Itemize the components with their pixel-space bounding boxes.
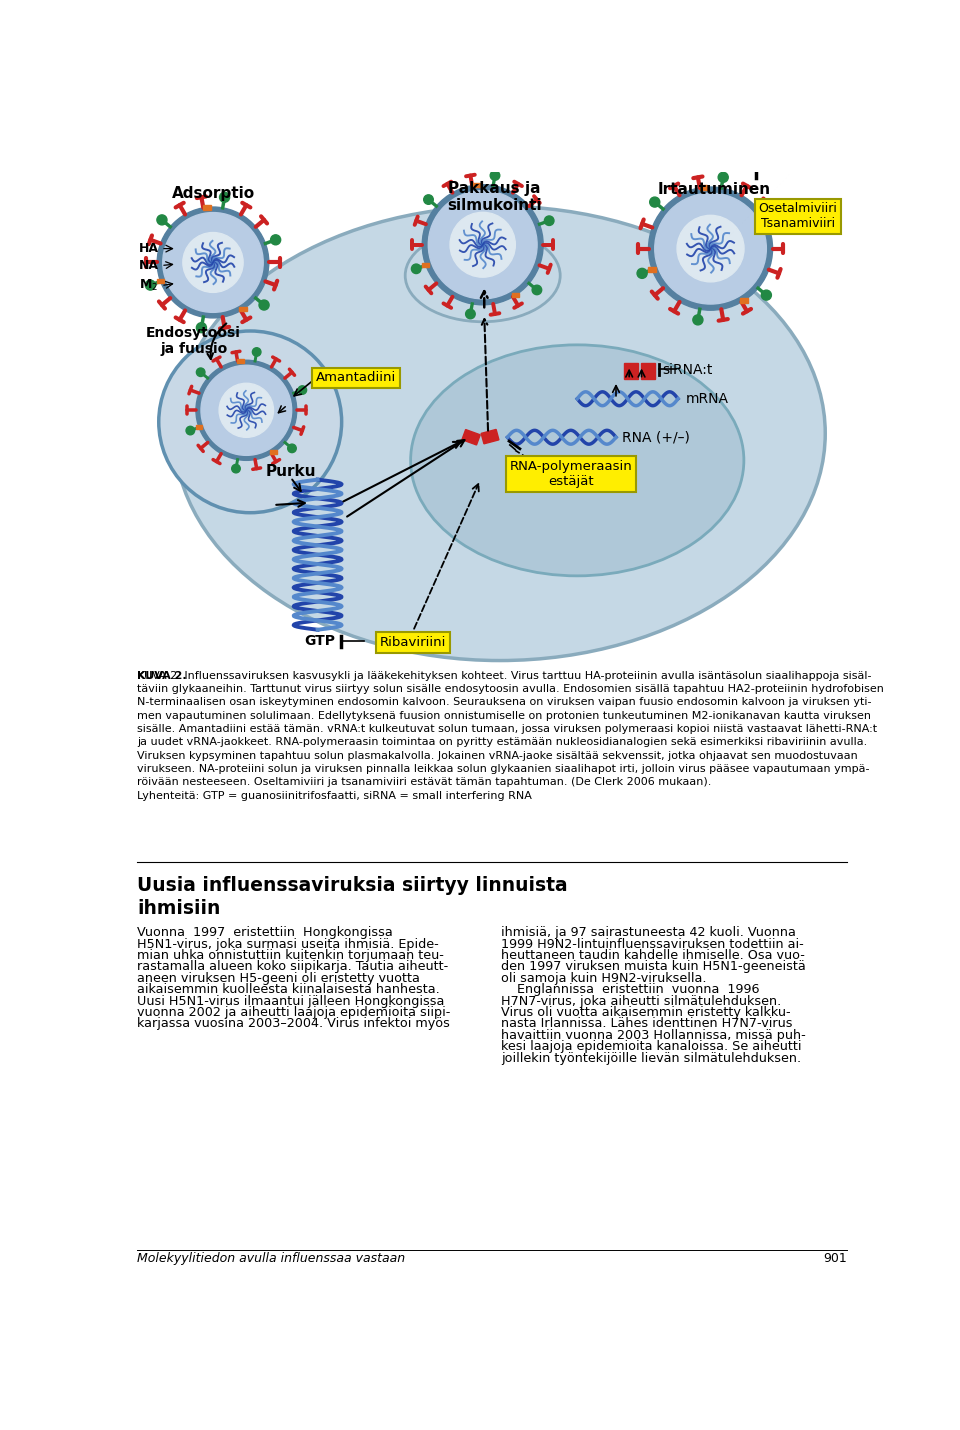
Circle shape [422, 184, 543, 305]
Text: KUVA 2.: KUVA 2. [137, 671, 186, 681]
Circle shape [466, 309, 475, 319]
Circle shape [252, 347, 261, 356]
Bar [641, 363, 655, 379]
Circle shape [298, 386, 306, 395]
Text: H5N1-virus, joka surmasi useita ihmisiä. Epide-: H5N1-virus, joka surmasi useita ihmisiä.… [137, 938, 439, 951]
Text: siRNA:t: siRNA:t [662, 363, 713, 378]
Circle shape [196, 360, 297, 460]
Circle shape [693, 315, 703, 325]
Circle shape [288, 445, 297, 453]
Text: mian uhka onnistuttiin kuitenkin torjumaan teu-: mian uhka onnistuttiin kuitenkin torjuma… [137, 950, 444, 962]
Text: Osetalmiviiri
Tsanamiviiri: Osetalmiviiri Tsanamiviiri [758, 202, 837, 230]
Text: Uusi H5N1-virus ilmaantui jälleen Hongkongissa: Uusi H5N1-virus ilmaantui jälleen Hongko… [137, 995, 444, 1008]
Circle shape [186, 426, 195, 435]
Circle shape [158, 330, 342, 513]
Text: Purku: Purku [265, 465, 316, 479]
Text: karjassa vuosina 2003–2004. Virus infektoi myös: karjassa vuosina 2003–2004. Virus infekt… [137, 1017, 450, 1031]
Circle shape [201, 365, 292, 455]
Text: M$_2$: M$_2$ [139, 277, 158, 293]
Text: Irtautuminen: Irtautuminen [658, 182, 771, 196]
Circle shape [774, 219, 784, 229]
Circle shape [156, 214, 167, 225]
Circle shape [412, 265, 421, 273]
Circle shape [544, 216, 554, 226]
Bar [237, 359, 244, 363]
Text: ihmisiin: ihmisiin [137, 899, 221, 918]
Bar [648, 267, 656, 272]
Bar [462, 429, 480, 445]
Text: Pakkaus ja
silmukointi: Pakkaus ja silmukointi [447, 180, 541, 213]
Text: HA: HA [139, 242, 159, 255]
Bar [740, 297, 748, 303]
Bar [196, 425, 203, 429]
Circle shape [231, 465, 240, 473]
Bar [624, 363, 637, 379]
Text: NA: NA [139, 259, 159, 272]
Text: 901: 901 [824, 1253, 847, 1266]
Circle shape [428, 190, 537, 299]
Text: KUVA 2. Influenssaviruksen kasvusykli ja lääkekehityksen kohteet. Virus tarttuu : KUVA 2. Influenssaviruksen kasvusykli ja… [137, 671, 884, 801]
Circle shape [219, 383, 274, 438]
Bar [422, 263, 429, 267]
Circle shape [761, 290, 772, 300]
Circle shape [655, 193, 766, 305]
Text: Molekyylitiedon avulla influenssaa vastaan: Molekyylitiedon avulla influenssaa vasta… [137, 1253, 405, 1266]
Text: joillekin työntekijöille lievän silmätulehduksen.: joillekin työntekijöille lievän silmätul… [501, 1051, 802, 1064]
Text: RNA (+/–): RNA (+/–) [622, 430, 690, 445]
Text: havaittiin vuonna 2003 Hollannissa, missä puh-: havaittiin vuonna 2003 Hollannissa, miss… [501, 1028, 806, 1042]
Text: Uusia influenssaviruksia siirtyy linnuista: Uusia influenssaviruksia siirtyy linnuis… [137, 877, 567, 895]
Bar [203, 204, 210, 210]
Bar [700, 184, 708, 190]
Text: den 1997 viruksen muista kuin H5N1-geeneistä: den 1997 viruksen muista kuin H5N1-geene… [501, 961, 806, 974]
Ellipse shape [175, 206, 826, 661]
Text: aikaisemmin kuolleesta kiinalaisesta hanhesta.: aikaisemmin kuolleesta kiinalaisesta han… [137, 984, 440, 997]
Text: heuttaneen taudin kahdelle ihmiselle. Osa vuo-: heuttaneen taudin kahdelle ihmiselle. Os… [501, 950, 805, 962]
Circle shape [532, 285, 541, 295]
Bar [156, 279, 164, 283]
Circle shape [677, 216, 744, 282]
Bar [512, 293, 519, 297]
Text: vuonna 2002 ja aiheutti laajoja epidemioita siipi-: vuonna 2002 ja aiheutti laajoja epidemio… [137, 1005, 450, 1020]
Circle shape [163, 213, 263, 312]
Text: RNA-polymeraasin
estäjät: RNA-polymeraasin estäjät [510, 460, 633, 488]
Text: Vuonna  1997  eristettiin  Hongkongissa: Vuonna 1997 eristettiin Hongkongissa [137, 927, 393, 940]
Text: mRNA: mRNA [685, 392, 729, 406]
Text: Ribaviriini: Ribaviriini [380, 636, 446, 649]
Ellipse shape [405, 229, 561, 322]
Circle shape [649, 187, 773, 310]
Bar [239, 307, 247, 312]
Text: Amantadiini: Amantadiini [316, 372, 396, 385]
Circle shape [145, 280, 156, 290]
Text: 1999 H9N2-lintuinfluenssaviruksen todettiin ai-: 1999 H9N2-lintuinfluenssaviruksen todett… [501, 938, 804, 951]
Bar [481, 429, 499, 443]
Text: GTP: GTP [304, 635, 335, 648]
Circle shape [423, 194, 433, 204]
Text: Virus oli vuotta aikaisemmin eristetty kalkku-: Virus oli vuotta aikaisemmin eristetty k… [501, 1005, 791, 1020]
Bar [472, 183, 480, 187]
Circle shape [718, 172, 729, 182]
Bar [271, 450, 276, 455]
Circle shape [271, 235, 280, 245]
Circle shape [220, 192, 229, 202]
Text: oli samoja kuin H9N2-viruksella.: oli samoja kuin H9N2-viruksella. [501, 972, 707, 985]
Ellipse shape [411, 345, 744, 576]
Text: Adsorptio: Adsorptio [172, 186, 254, 200]
Circle shape [197, 368, 204, 376]
Text: kesi laajoja epidemioita kanaloissa. Se aiheutti: kesi laajoja epidemioita kanaloissa. Se … [501, 1040, 802, 1052]
Circle shape [450, 212, 516, 277]
Circle shape [197, 323, 206, 333]
Circle shape [182, 233, 243, 292]
Circle shape [491, 170, 500, 180]
Circle shape [157, 207, 269, 317]
Text: Endosytoosi
ja fuusio: Endosytoosi ja fuusio [146, 326, 241, 356]
Circle shape [637, 269, 647, 279]
Text: aneen viruksen H5-geeni oli eristetty vuotta: aneen viruksen H5-geeni oli eristetty vu… [137, 972, 420, 985]
Text: rastamalla alueen koko siipikarja. Tautia aiheutt-: rastamalla alueen koko siipikarja. Tauti… [137, 961, 448, 974]
Text: Englannissa  eristettiin  vuonna  1996: Englannissa eristettiin vuonna 1996 [501, 984, 759, 997]
Text: nasta Irlannissa. Lähes identtinen H7N7-virus: nasta Irlannissa. Lähes identtinen H7N7-… [501, 1017, 793, 1031]
Circle shape [259, 300, 269, 310]
Circle shape [650, 197, 660, 207]
Text: ihmisiä, ja 97 sairastuneesta 42 kuoli. Vuonna: ihmisiä, ja 97 sairastuneesta 42 kuoli. … [501, 927, 796, 940]
Text: H7N7-virus, joka aiheutti silmätulehduksen.: H7N7-virus, joka aiheutti silmätulehduks… [501, 995, 781, 1008]
